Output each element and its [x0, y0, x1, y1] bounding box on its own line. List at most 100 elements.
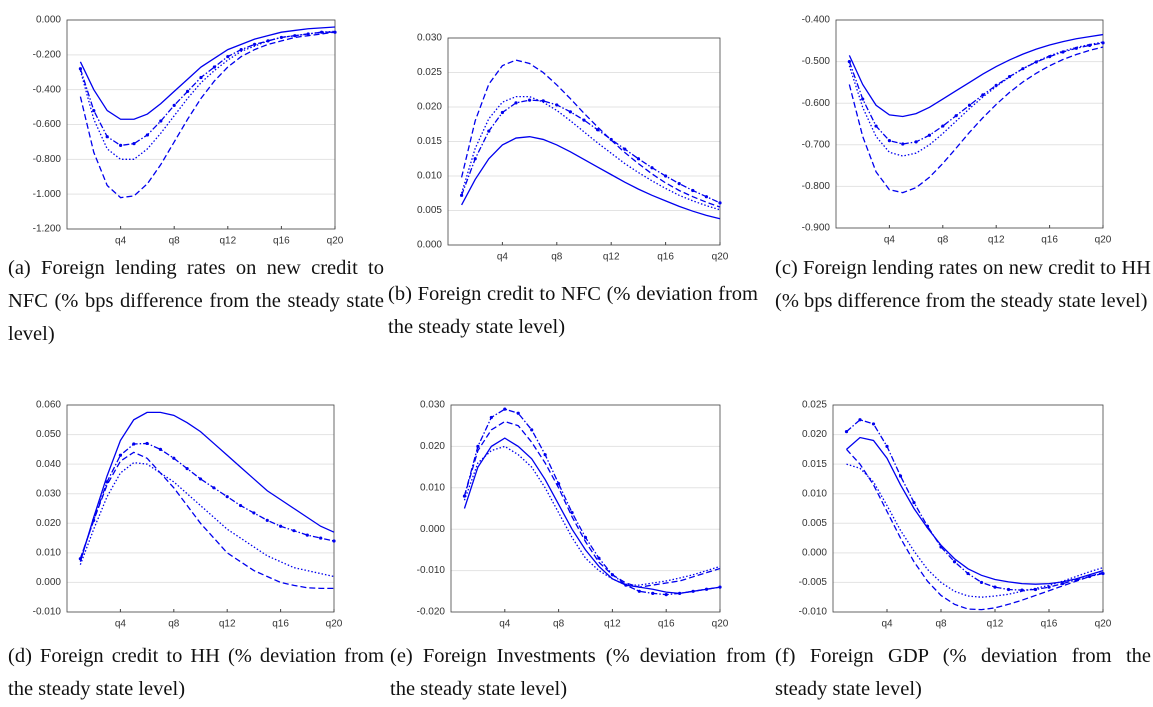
point-marker — [887, 139, 892, 143]
point-marker — [266, 39, 270, 43]
x-tick-label: q16 — [1041, 619, 1058, 630]
point-marker — [119, 143, 123, 147]
y-tick-label: -0.010 — [417, 565, 446, 576]
point-marker — [1101, 571, 1105, 576]
y-tick-label: 0.010 — [36, 547, 61, 558]
point-marker — [319, 536, 323, 540]
point-marker — [279, 524, 283, 528]
point-marker — [503, 407, 507, 411]
point-marker — [1006, 587, 1011, 592]
point-marker — [596, 128, 600, 132]
point-marker — [473, 157, 477, 161]
point-marker — [279, 35, 283, 40]
point-marker — [293, 34, 297, 38]
series-line — [846, 436, 1104, 585]
x-tick-label: q20 — [1095, 619, 1112, 630]
series-line — [848, 46, 1104, 194]
point-marker — [1007, 74, 1012, 79]
point-marker — [1074, 578, 1078, 582]
series-line — [846, 463, 1104, 598]
point-marker — [871, 422, 876, 426]
point-marker — [610, 573, 615, 577]
point-marker — [994, 83, 998, 87]
point-marker — [691, 188, 695, 193]
point-marker — [1060, 582, 1065, 586]
point-marker — [993, 585, 997, 589]
point-marker — [583, 535, 588, 540]
caption: (a) Foreign lending rates on new credit … — [8, 257, 384, 345]
plot-frame — [450, 404, 721, 613]
point-marker — [925, 524, 930, 528]
y-tick-label: -0.200 — [33, 49, 62, 60]
y-tick-label: 0.025 — [802, 400, 827, 411]
point-marker — [541, 99, 545, 103]
series-line — [848, 33, 1104, 118]
point-marker — [92, 518, 96, 522]
point-marker — [557, 482, 561, 486]
point-marker — [664, 174, 668, 178]
point-marker — [1061, 50, 1065, 54]
y-tick-label: -0.500 — [802, 56, 831, 67]
x-tick-label: q16 — [1041, 235, 1058, 246]
x-tick-label: q16 — [273, 236, 290, 247]
x-tick-label: q20 — [712, 252, 729, 263]
point-marker — [462, 494, 467, 498]
y-tick-label: 0.010 — [420, 482, 445, 493]
point-marker — [636, 157, 641, 161]
point-marker — [691, 589, 695, 593]
series-line — [79, 30, 336, 160]
point-marker — [861, 97, 865, 101]
series-line — [463, 437, 721, 595]
x-tick-label: q8 — [935, 619, 947, 630]
point-marker — [623, 147, 627, 151]
y-tick-label: -0.600 — [802, 98, 831, 109]
y-tick-label: 0.000 — [36, 577, 61, 588]
point-marker — [718, 585, 722, 589]
y-tick-label: 0.010 — [802, 488, 827, 499]
point-marker — [718, 201, 722, 205]
x-tick-label: q12 — [604, 619, 621, 630]
point-marker — [238, 503, 243, 508]
point-marker — [704, 195, 709, 199]
y-tick-label: 0.050 — [36, 429, 61, 440]
point-marker — [78, 557, 82, 561]
y-tick-label: -0.900 — [802, 223, 831, 234]
point-marker — [1101, 41, 1105, 45]
y-tick-label: -0.700 — [802, 139, 831, 150]
point-marker — [979, 580, 984, 585]
x-tick-label: q8 — [168, 619, 180, 630]
y-tick-label: -1.200 — [33, 224, 62, 235]
series-line — [460, 96, 721, 211]
y-tick-label: 0.005 — [417, 205, 442, 216]
point-marker — [954, 114, 958, 118]
point-marker — [185, 466, 189, 471]
point-marker — [305, 533, 309, 537]
point-marker — [1034, 60, 1038, 64]
point-marker — [158, 447, 163, 451]
y-tick-label: 0.000 — [417, 240, 442, 251]
point-marker — [568, 110, 573, 114]
point-marker — [186, 89, 190, 94]
point-marker — [609, 137, 613, 142]
point-marker — [981, 93, 985, 97]
x-tick-label: q12 — [219, 619, 236, 630]
y-tick-label: 0.020 — [36, 518, 61, 529]
point-marker — [664, 593, 668, 597]
point-marker — [476, 444, 480, 448]
point-marker — [132, 142, 136, 146]
series-line — [848, 41, 1104, 157]
x-tick-label: q4 — [115, 619, 127, 630]
point-marker — [78, 67, 82, 71]
point-marker — [651, 591, 655, 595]
x-tick-label: q12 — [987, 619, 1004, 630]
x-tick-label: q16 — [658, 619, 675, 630]
point-marker — [1088, 43, 1092, 47]
point-marker — [516, 411, 520, 415]
caption: (f) Foreign GDP (% deviation from the st… — [775, 645, 1151, 700]
y-tick-label: 0.000 — [420, 524, 445, 535]
point-marker — [677, 181, 681, 186]
point-marker — [874, 124, 878, 128]
point-marker — [292, 529, 296, 533]
y-tick-label: -0.800 — [802, 181, 831, 192]
point-marker — [885, 444, 889, 448]
